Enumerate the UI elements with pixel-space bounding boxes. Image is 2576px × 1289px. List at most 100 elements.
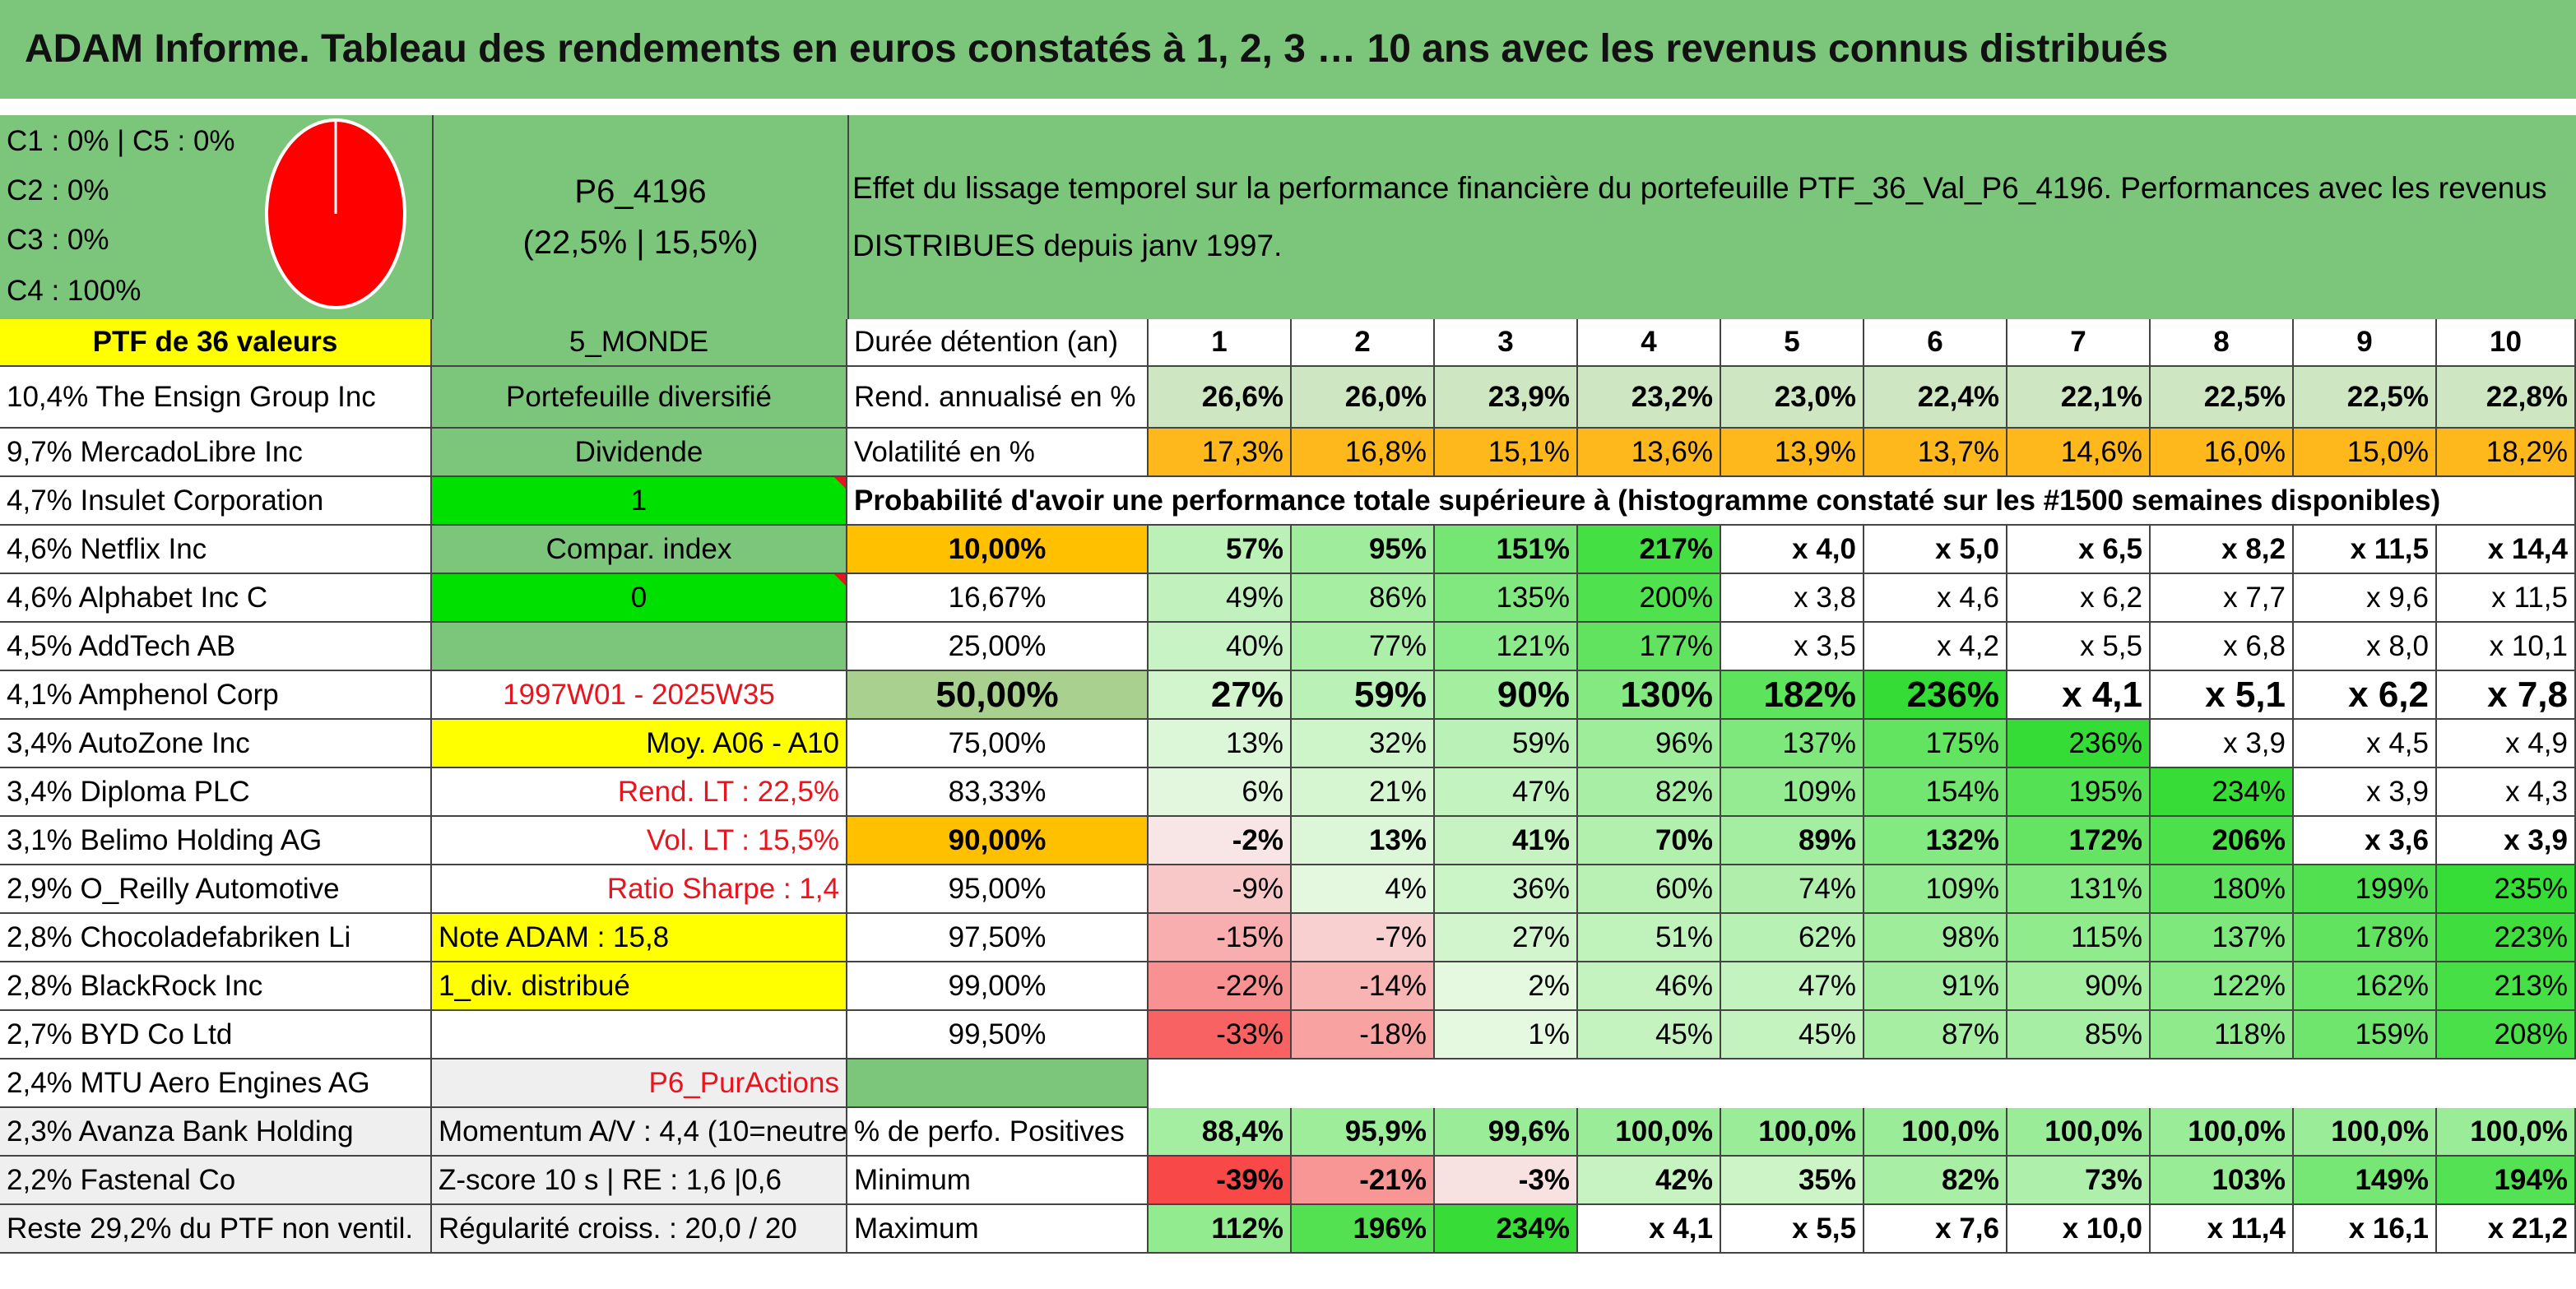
- probability-value: x 6,2: [2007, 574, 2151, 623]
- probability-value: x 4,1: [2007, 671, 2151, 720]
- year-header: 1: [1149, 319, 1292, 367]
- rend-value: 22,5%: [2294, 367, 2437, 429]
- pos-value: 88,4%: [1149, 1108, 1292, 1157]
- holding-row: 2,9% O_Reilly Automotive: [0, 865, 432, 914]
- vol-value: 13,7%: [1864, 429, 2007, 477]
- blank-cell: [2007, 1059, 2151, 1108]
- vol-value: 17,3%: [1149, 429, 1292, 477]
- param-regularite: Régularité croiss. : 20,0 / 20: [432, 1205, 847, 1254]
- probability-value: x 5,5: [2007, 623, 2151, 671]
- param-moy: Moy. A06 - A10: [432, 720, 847, 768]
- vol-value: 18,2%: [2437, 429, 2576, 477]
- probability-value: -9%: [1149, 865, 1292, 914]
- probability-value: -33%: [1149, 1011, 1292, 1059]
- year-header: 3: [1435, 319, 1578, 367]
- category-c3: C3 : 0%: [7, 224, 109, 256]
- probability-value: x 4,3: [2437, 768, 2576, 817]
- report-title: ADAM Informe. Tableau des rendements en …: [0, 0, 2576, 99]
- probability-threshold: 75,00%: [847, 720, 1149, 768]
- param-empty: [432, 623, 847, 671]
- max-value: x 7,6: [1864, 1205, 2007, 1254]
- description-line-1: Effet du lissage temporel sur la perform…: [852, 171, 2547, 205]
- category-c4: C4 : 100%: [7, 275, 142, 307]
- probability-value: x 4,2: [1864, 623, 2007, 671]
- probability-value: 175%: [1864, 720, 2007, 768]
- max-value: x 10,0: [2007, 1205, 2151, 1254]
- year-header: 5: [1721, 319, 1864, 367]
- max-value: x 16,1: [2294, 1205, 2437, 1254]
- probability-value: x 8,2: [2151, 526, 2294, 574]
- blank-cell: [1578, 1059, 1721, 1108]
- probability-value: 172%: [2007, 817, 2151, 865]
- param-zone: 5_MONDE: [432, 319, 847, 367]
- vol-value: 13,6%: [1578, 429, 1721, 477]
- category-panel: C1 : 0% | C5 : 0% C2 : 0% C3 : 0% C4 : 1…: [0, 115, 432, 319]
- rend-value: 22,1%: [2007, 367, 2151, 429]
- probability-value: 36%: [1435, 865, 1578, 914]
- holding-row: 2,3% Avanza Bank Holding: [0, 1108, 432, 1157]
- probability-value: -18%: [1292, 1011, 1435, 1059]
- param-sharpe: Ratio Sharpe : 1,4: [432, 865, 847, 914]
- holding-row: 3,4% Diploma PLC: [0, 768, 432, 817]
- holding-row: 4,7% Insulet Corporation: [0, 477, 432, 526]
- probability-value: x 14,4: [2437, 526, 2576, 574]
- probability-value: x 4,5: [2294, 720, 2437, 768]
- param-one: 1: [432, 477, 847, 526]
- probability-value: 47%: [1721, 962, 1864, 1011]
- param-dividende: Dividende: [432, 429, 847, 477]
- vol-value: 16,0%: [2151, 429, 2294, 477]
- category-c2: C2 : 0%: [7, 174, 109, 206]
- probability-value: 1%: [1435, 1011, 1578, 1059]
- holding-row: 9,7% MercadoLibre Inc: [0, 429, 432, 477]
- probability-threshold: 99,00%: [847, 962, 1149, 1011]
- probability-value: 90%: [2007, 962, 2151, 1011]
- probability-value: 236%: [2007, 720, 2151, 768]
- probability-value: 109%: [1864, 865, 2007, 914]
- year-header: 9: [2294, 319, 2437, 367]
- probability-value: 90%: [1435, 671, 1578, 720]
- probability-value: 47%: [1435, 768, 1578, 817]
- blank-cell: [2437, 1059, 2576, 1108]
- probability-value: 182%: [1721, 671, 1864, 720]
- param-rend-lt: Rend. LT : 22,5%: [432, 768, 847, 817]
- param-zscore: Z-score 10 s | RE : 1,6 |0,6: [432, 1157, 847, 1205]
- param-div: 1_div. distribué: [432, 962, 847, 1011]
- pos-label: % de perfo. Positives: [847, 1108, 1149, 1157]
- probability-value: 135%: [1435, 574, 1578, 623]
- probability-value: 13%: [1149, 720, 1292, 768]
- probability-threshold: 90,00%: [847, 817, 1149, 865]
- blank-cell: [2294, 1059, 2437, 1108]
- pos-value: 95,9%: [1292, 1108, 1435, 1157]
- probability-value: 32%: [1292, 720, 1435, 768]
- min-value: 35%: [1721, 1157, 1864, 1205]
- year-header: 4: [1578, 319, 1721, 367]
- probability-value: -14%: [1292, 962, 1435, 1011]
- probability-value: 59%: [1292, 671, 1435, 720]
- max-label: Maximum: [847, 1205, 1149, 1254]
- probability-threshold: 10,00%: [847, 526, 1149, 574]
- max-value: x 21,2: [2437, 1205, 2576, 1254]
- param-compar: Compar. index: [432, 526, 847, 574]
- min-value: 82%: [1864, 1157, 2007, 1205]
- probability-threshold: 83,33%: [847, 768, 1149, 817]
- probability-value: 137%: [2151, 914, 2294, 962]
- pos-value: 100,0%: [2437, 1108, 2576, 1157]
- portfolio-code: P6_4196: [574, 174, 707, 210]
- pos-value: 99,6%: [1435, 1108, 1578, 1157]
- rend-value: 23,9%: [1435, 367, 1578, 429]
- probability-value: 206%: [2151, 817, 2294, 865]
- probability-value: 180%: [2151, 865, 2294, 914]
- vol-value: 16,8%: [1292, 429, 1435, 477]
- pos-value: 100,0%: [2007, 1108, 2151, 1157]
- description-panel: Effet du lissage temporel sur la perform…: [847, 115, 2576, 319]
- year-header: 7: [2007, 319, 2151, 367]
- blank-cell: [1435, 1059, 1578, 1108]
- holding-row: 2,7% BYD Co Ltd: [0, 1011, 432, 1059]
- holding-row: Reste 29,2% du PTF non ventil.: [0, 1205, 432, 1254]
- min-value: -39%: [1149, 1157, 1292, 1205]
- rend-value: 26,6%: [1149, 367, 1292, 429]
- param-empty: [432, 1011, 847, 1059]
- probability-value: x 7,8: [2437, 671, 2576, 720]
- probability-value: 59%: [1435, 720, 1578, 768]
- probability-value: x 3,9: [2437, 817, 2576, 865]
